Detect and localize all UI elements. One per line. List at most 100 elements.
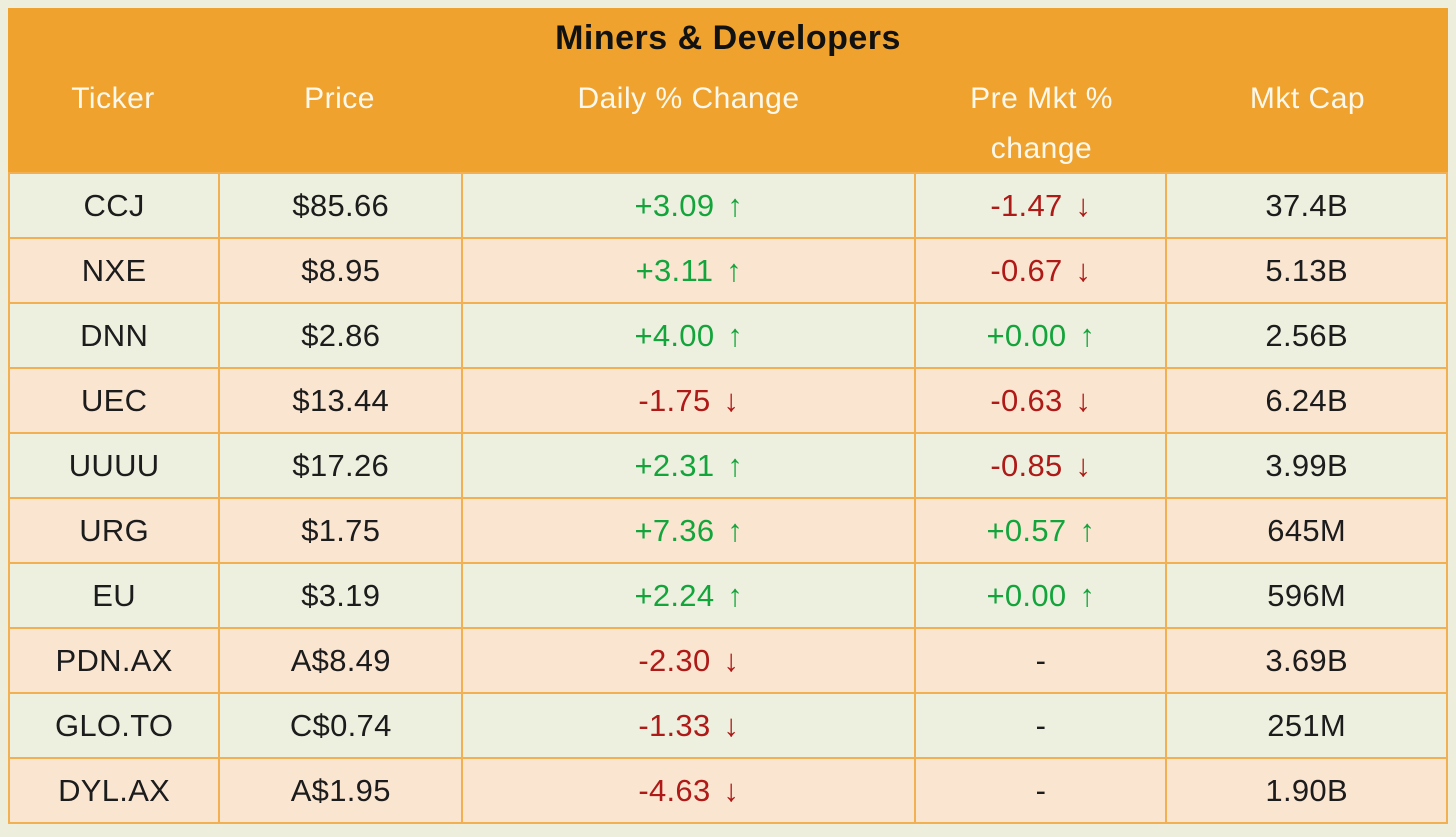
table-row: UEC $13.44 -1.75 ↓ -0.63 ↓ 6.24B [10,369,1446,432]
ticker-value: URG [79,512,150,548]
ticker-value: UEC [80,382,148,418]
daily-value: +3.11 [635,252,714,288]
ticker-cell: UEC [10,369,219,432]
down-arrow-icon: ↓ [1075,448,1092,483]
market-cap-cell: 3.69B [1167,629,1446,692]
market-cap-value: 37.4B [1265,187,1348,223]
premkt-cell: - [916,629,1166,692]
premkt-value: +0.57 [986,512,1067,548]
table-row: DNN $2.86 +4.00 ↑ +0.00 ↑ 2.56B [10,304,1446,367]
miners-developers-table: Miners & Developers Ticker Price Daily %… [8,8,1448,824]
price-value: $13.44 [292,382,390,418]
table-row: UUUU $17.26 +2.31 ↑ -0.85 ↓ 3.99B [10,434,1446,497]
price-cell: $85.66 [220,174,462,237]
ticker-cell: GLO.TO [10,694,219,757]
premkt-cell: -0.85 ↓ [916,434,1166,497]
down-arrow-icon: ↓ [1075,253,1092,288]
table-row: EU $3.19 +2.24 ↑ +0.00 ↑ 596M [10,564,1446,627]
price-cell: A$1.95 [220,759,462,822]
price-cell: $3.19 [220,564,462,627]
market-cap-cell: 645M [1167,499,1446,562]
table-row: CCJ $85.66 +3.09 ↑ -1.47 ↓ 37.4B [10,174,1446,237]
market-cap-value: 645M [1267,512,1347,548]
up-arrow-icon: ↑ [727,448,744,483]
market-cap-cell: 1.90B [1167,759,1446,822]
price-value: $8.95 [301,252,381,288]
ticker-cell: URG [10,499,219,562]
premkt-value: - [1035,772,1047,808]
market-cap-value: 5.13B [1265,252,1348,288]
market-cap-value: 3.99B [1265,447,1348,483]
down-arrow-icon: ↓ [723,643,740,678]
ticker-cell: EU [10,564,219,627]
ticker-value: EU [92,577,136,613]
market-cap-cell: 3.99B [1167,434,1446,497]
market-cap-cell: 2.56B [1167,304,1446,367]
premkt-value: +0.00 [986,577,1067,613]
up-arrow-icon: ↑ [1079,578,1096,613]
market-cap-cell: 596M [1167,564,1446,627]
daily-value: +4.00 [634,317,715,353]
market-cap-value: 596M [1267,577,1347,613]
up-arrow-icon: ↑ [727,578,744,613]
daily-cell: +2.31 ↑ [463,434,915,497]
price-value: A$8.49 [290,642,391,678]
price-value: $85.66 [292,187,390,223]
table-row: NXE $8.95 +3.11 ↑ -0.67 ↓ 5.13B [10,239,1446,302]
market-cap-value: 2.56B [1265,317,1348,353]
daily-cell: +3.09 ↑ [463,174,915,237]
premkt-cell: +0.57 ↑ [916,499,1166,562]
column-header-daily-change-label: Daily % Change [577,82,800,115]
column-header-ticker: Ticker [8,68,218,174]
column-header-premkt-change-label-line1: Pre Mkt % [970,82,1113,115]
column-header-mktcap: Mkt Cap [1167,68,1448,174]
price-cell: A$8.49 [220,629,462,692]
price-cell: $13.44 [220,369,462,432]
price-cell: $8.95 [220,239,462,302]
market-cap-value: 6.24B [1265,382,1348,418]
daily-cell: -1.33 ↓ [463,694,915,757]
column-header-premkt-change-label-line2: change [990,132,1093,165]
column-header-daily-change: Daily % Change [461,68,916,174]
premkt-value: -0.85 [990,447,1063,483]
ticker-value: DYL.AX [58,772,171,808]
up-arrow-icon: ↑ [727,513,744,548]
daily-value: -1.75 [638,382,711,418]
up-arrow-icon: ↑ [1079,513,1096,548]
ticker-cell: NXE [10,239,219,302]
column-header-mktcap-label: Mkt Cap [1249,82,1366,115]
ticker-value: UUUU [68,447,160,483]
premkt-value: +0.00 [986,317,1067,353]
ticker-cell: DYL.AX [10,759,219,822]
price-value: $2.86 [301,317,381,353]
market-cap-cell: 5.13B [1167,239,1446,302]
price-cell: C$0.74 [220,694,462,757]
down-arrow-icon: ↓ [1075,188,1092,223]
daily-value: +3.09 [634,187,715,223]
market-cap-value: 3.69B [1265,642,1348,678]
table-row: GLO.TO C$0.74 -1.33 ↓ - 251M [10,694,1446,757]
daily-cell: -4.63 ↓ [463,759,915,822]
ticker-value: DNN [80,317,149,353]
premkt-cell: -1.47 ↓ [916,174,1166,237]
price-cell: $1.75 [220,499,462,562]
daily-value: +7.36 [634,512,715,548]
ticker-value: CCJ [83,187,145,223]
daily-value: +2.24 [634,577,715,613]
table-title: Miners & Developers [555,18,901,57]
premkt-value: -1.47 [990,187,1063,223]
premkt-value: - [1035,707,1047,743]
down-arrow-icon: ↓ [723,708,740,743]
down-arrow-icon: ↓ [723,383,740,418]
daily-cell: +4.00 ↑ [463,304,915,367]
daily-cell: -1.75 ↓ [463,369,915,432]
ticker-cell: CCJ [10,174,219,237]
price-value: $1.75 [301,512,381,548]
market-cap-cell: 6.24B [1167,369,1446,432]
premkt-value: - [1035,642,1047,678]
price-value: A$1.95 [290,772,391,808]
up-arrow-icon: ↑ [727,318,744,353]
ticker-value: PDN.AX [55,642,173,678]
column-header-ticker-label: Ticker [71,82,155,115]
table-header-row: Ticker Price Daily % Change Pre Mkt % ch… [8,68,1448,172]
